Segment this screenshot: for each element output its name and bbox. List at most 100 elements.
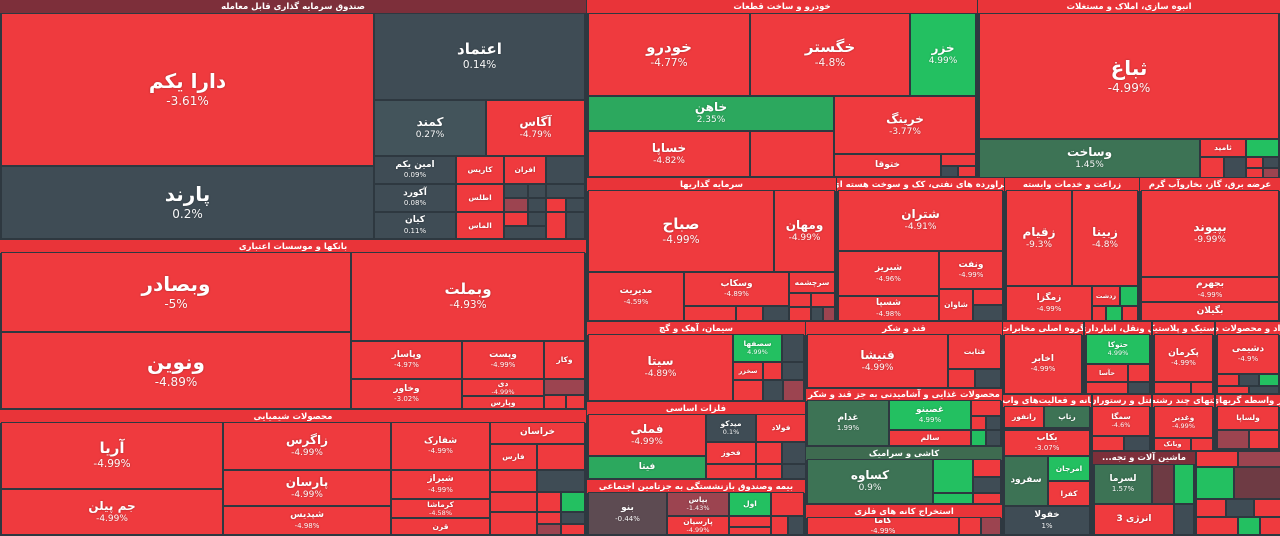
stock-tile[interactable]: شپدیس -4.98% [224, 507, 390, 534]
stock-tile[interactable] [567, 213, 584, 238]
stock-tile[interactable] [1264, 169, 1278, 177]
stock-tile[interactable] [1123, 307, 1137, 320]
stock-tile[interactable]: غصینو 4.99% [890, 401, 970, 429]
stock-tile[interactable] [1261, 518, 1280, 534]
stock-tile[interactable]: امین یکم 0.09% [375, 157, 455, 183]
stock-tile[interactable]: دشیمی -4.9% [1218, 335, 1278, 373]
stock-tile[interactable] [538, 513, 560, 523]
stock-tile[interactable]: اطلس [457, 185, 503, 211]
stock-tile[interactable] [1240, 375, 1258, 385]
stock-tile[interactable] [547, 185, 584, 197]
stock-tile[interactable]: وبملت -4.93% [352, 253, 584, 340]
stock-tile[interactable]: بگیلان [1142, 303, 1278, 320]
stock-tile[interactable] [757, 443, 781, 463]
stock-tile[interactable]: دارا یکم -3.61% [2, 14, 373, 165]
stock-tile[interactable]: پارند 0.2% [2, 167, 373, 238]
stock-tile[interactable]: الماس [457, 213, 503, 238]
stock-tile[interactable] [974, 306, 1002, 320]
stock-tile[interactable] [1107, 307, 1121, 320]
stock-tile[interactable] [1153, 465, 1173, 503]
stock-tile[interactable]: وبصادر -5% [2, 253, 350, 331]
stock-tile[interactable] [1197, 518, 1237, 534]
stock-tile[interactable]: خگستر -4.8% [751, 14, 909, 95]
stock-tile[interactable]: فارس [491, 445, 536, 469]
stock-tile[interactable]: خساپا -4.82% [589, 132, 749, 176]
stock-tile[interactable]: شسپا -4.98% [839, 297, 938, 320]
stock-tile[interactable]: زبینا -4.8% [1073, 191, 1137, 285]
stock-tile[interactable]: فولاد [757, 415, 805, 441]
stock-tile[interactable] [757, 465, 781, 478]
stock-tile[interactable] [1218, 387, 1248, 393]
stock-tile[interactable] [934, 460, 972, 492]
stock-tile[interactable]: شبریز -4.96% [839, 252, 938, 295]
stock-tile[interactable] [737, 307, 762, 320]
stock-tile[interactable]: فملی -4.99% [589, 415, 705, 455]
stock-tile[interactable]: وبانک [1155, 439, 1190, 450]
stock-tile[interactable]: اخابر -4.99% [1005, 335, 1081, 393]
stock-tile[interactable]: آریا -4.99% [2, 423, 222, 488]
stock-tile[interactable] [812, 308, 822, 320]
stock-tile[interactable]: غدام 1.99% [808, 401, 888, 445]
stock-tile[interactable]: کاریس [457, 157, 503, 183]
stock-tile[interactable]: سالم [890, 431, 970, 445]
stock-tile[interactable] [707, 465, 755, 478]
stock-tile[interactable]: شیراز -4.99% [392, 471, 489, 498]
stock-tile[interactable] [972, 417, 985, 429]
stock-tile[interactable]: شتران -4.91% [839, 191, 1002, 250]
stock-tile[interactable] [567, 199, 584, 211]
stock-tile[interactable] [547, 157, 584, 183]
stock-tile[interactable] [960, 518, 980, 534]
stock-tile[interactable]: انرژی 3 [1095, 505, 1173, 534]
stock-tile[interactable]: لسرما 1.57% [1095, 465, 1151, 503]
stock-tile[interactable]: اعتماد 0.14% [375, 14, 584, 99]
stock-tile[interactable] [1250, 431, 1278, 448]
stock-tile[interactable]: خاهن 2.35% [589, 97, 833, 130]
stock-tile[interactable]: وساخت 1.45% [980, 140, 1199, 177]
stock-tile[interactable] [974, 478, 1000, 492]
stock-tile[interactable]: مدیریت -4.59% [589, 273, 683, 320]
stock-tile[interactable] [730, 517, 770, 526]
stock-tile[interactable]: بجهرم -4.99% [1142, 278, 1278, 301]
stock-tile[interactable]: خفولا 1% [1005, 507, 1089, 534]
stock-tile[interactable]: زدشت [1093, 287, 1119, 305]
stock-tile[interactable]: وغدیر -4.99% [1155, 407, 1212, 437]
stock-tile[interactable]: شاوان [940, 290, 972, 320]
stock-tile[interactable] [562, 493, 584, 511]
stock-tile[interactable]: بپیوند -9.99% [1142, 191, 1278, 276]
stock-tile[interactable]: قثابت [949, 335, 1000, 368]
stock-tile[interactable] [562, 513, 584, 523]
stock-tile[interactable]: زمگزا -4.99% [1007, 287, 1091, 320]
stock-tile[interactable]: میدکو 0.1% [707, 415, 755, 441]
stock-tile[interactable] [562, 525, 584, 534]
stock-tile[interactable] [1197, 452, 1237, 466]
stock-tile[interactable] [1121, 287, 1137, 305]
stock-tile[interactable]: بنو -0.44% [589, 493, 666, 534]
stock-tile[interactable] [505, 199, 527, 211]
stock-tile[interactable] [1129, 383, 1149, 393]
stock-tile[interactable] [1218, 431, 1248, 448]
stock-tile[interactable] [1093, 437, 1123, 450]
stock-tile[interactable]: زقیام -9.3% [1007, 191, 1071, 285]
stock-tile[interactable] [538, 525, 560, 534]
stock-tile[interactable] [772, 493, 803, 515]
stock-tile[interactable]: فخوز [707, 443, 755, 463]
stock-tile[interactable] [764, 381, 782, 400]
stock-tile[interactable]: کساوه 0.9% [808, 460, 932, 503]
stock-tile[interactable]: کفرا [1049, 482, 1089, 505]
stock-tile[interactable] [790, 294, 810, 306]
stock-tile[interactable] [538, 493, 560, 511]
stock-tile[interactable] [567, 396, 584, 408]
stock-tile[interactable] [783, 335, 803, 361]
stock-tile[interactable]: ومهان -4.99% [775, 191, 834, 271]
stock-tile[interactable]: زاگرس -4.99% [224, 423, 390, 469]
stock-tile[interactable] [505, 227, 545, 238]
stock-tile[interactable] [974, 494, 1000, 503]
stock-tile[interactable] [491, 513, 536, 534]
stock-tile[interactable]: بپاس -1.43% [668, 493, 728, 515]
stock-tile[interactable] [1197, 468, 1233, 498]
stock-tile[interactable]: خرینگ -3.77% [835, 97, 975, 153]
stock-tile[interactable] [1235, 468, 1280, 498]
stock-tile[interactable] [547, 199, 565, 211]
stock-tile[interactable]: قنیشا -4.99% [808, 335, 947, 387]
stock-tile[interactable] [505, 185, 527, 197]
